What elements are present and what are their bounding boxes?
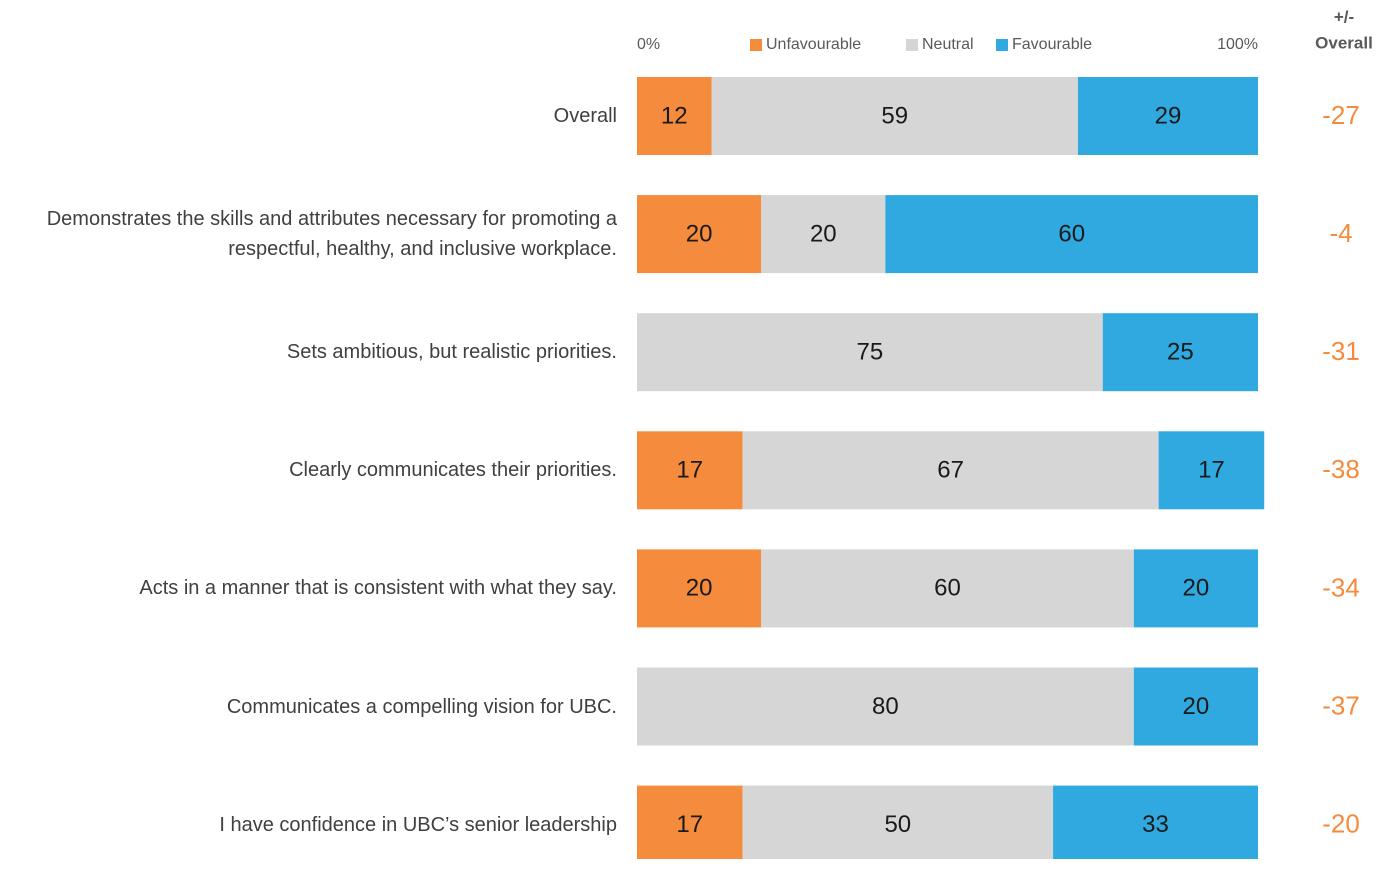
bar-segment (1053, 785, 1258, 859)
category-label: I have confidence in UBC’s senior leader… (219, 813, 617, 836)
bar-segment (1133, 667, 1258, 746)
bar-segment (742, 431, 1159, 510)
category-label: Demonstrates the skills and attributes n… (46, 208, 617, 261)
data-label: 80 (872, 693, 899, 720)
bar-segment (637, 667, 1134, 746)
data-label: 20 (1183, 693, 1210, 720)
legend-label: Neutral (922, 36, 974, 53)
diff-value: -20 (1322, 808, 1360, 838)
data-label: 33 (1142, 811, 1169, 838)
data-label: 29 (1155, 102, 1182, 129)
legend-swatch (750, 39, 762, 51)
page: {"chart_data": {"type": "stacked-bar-hor… (46, 7, 1373, 859)
bar-segment (637, 431, 743, 510)
bar-segment (1158, 431, 1265, 510)
bar-segment (637, 549, 762, 628)
legend-label: Unfavourable (766, 36, 861, 53)
data-label: 67 (937, 457, 964, 484)
bar-segment (761, 195, 886, 274)
category-label: Overall (553, 105, 617, 127)
diff-value: -37 (1322, 690, 1360, 720)
data-label: 20 (686, 220, 713, 247)
bar-segment (637, 77, 712, 155)
diff-header: Overall (1315, 33, 1373, 52)
chart: 0% 100% Unfavourable Neutral Favourable +/- Ov… (637, 7, 1373, 859)
diff-value: -38 (1322, 454, 1360, 484)
bar-segment (885, 195, 1258, 274)
bar-segment (637, 195, 762, 274)
legend-swatch (906, 39, 918, 51)
data-label: 20 (686, 575, 713, 602)
legend-swatch (996, 39, 1008, 51)
bar-segment (711, 77, 1078, 155)
diff-value: -4 (1329, 218, 1352, 248)
category-label: Communicates a compelling vision for UBC… (226, 695, 617, 718)
bar-segment (742, 785, 1054, 859)
diff-header: +/- (1334, 7, 1354, 26)
data-label: 17 (1198, 457, 1225, 484)
data-label: 17 (676, 811, 703, 838)
data-label: 60 (934, 575, 961, 602)
bar-segment (761, 549, 1134, 628)
data-label: 12 (661, 102, 688, 129)
data-label: 75 (857, 339, 884, 366)
data-label: 59 (881, 102, 908, 129)
bar-segment (1133, 549, 1258, 628)
data-label: 25 (1167, 339, 1194, 366)
data-label: 20 (810, 220, 837, 247)
x-tick-label: 100% (1217, 36, 1258, 53)
data-label: 50 (884, 811, 911, 838)
data-label: 17 (676, 457, 703, 484)
data-label: 60 (1058, 220, 1085, 247)
bar-segment (637, 313, 1103, 392)
category-label: Clearly communicates their priorities. (289, 459, 617, 482)
bar-segment (1102, 313, 1258, 392)
legend-label: Favourable (1012, 36, 1092, 53)
bar-segment (1077, 77, 1258, 155)
category-label: Acts in a manner that is consistent with… (139, 577, 617, 600)
diff-value: -31 (1322, 336, 1360, 366)
bar-segment (637, 785, 743, 859)
x-tick-label: 0% (637, 36, 660, 53)
diff-value: -27 (1322, 100, 1360, 130)
category-label: Sets ambitious, but realistic priorities… (286, 341, 617, 364)
diff-value: -34 (1322, 572, 1360, 602)
data-label: 20 (1183, 575, 1210, 602)
